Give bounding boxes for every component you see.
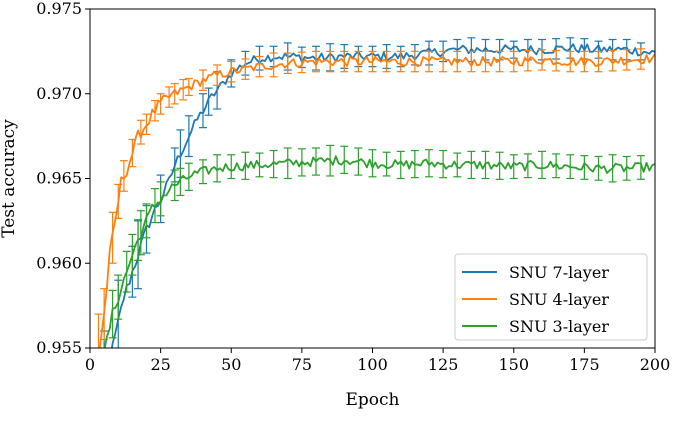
series-line	[110, 43, 655, 348]
y-tick-label: 0.955	[36, 338, 82, 357]
series-snu-3-layer	[103, 144, 655, 348]
y-axis-label: Test accuracy	[0, 119, 19, 238]
legend-label: SNU 4-layer	[509, 290, 609, 309]
x-axis-ticks: 0 25 50 75 100 125 150 175 200	[85, 348, 670, 374]
series-line	[103, 155, 655, 348]
legend-label: SNU 3-layer	[509, 317, 609, 336]
series-layer	[94, 37, 655, 348]
legend-box	[454, 253, 648, 341]
x-tick-label: 0	[85, 355, 95, 374]
y-tick-label: 0.970	[36, 84, 82, 103]
legend-label: SNU 7-layer	[509, 263, 609, 282]
x-tick-label: 125	[428, 355, 459, 374]
series-snu-4-layer	[94, 48, 655, 348]
y-tick-label: 0.975	[36, 0, 82, 18]
x-tick-label: 150	[498, 355, 529, 374]
x-tick-label: 100	[357, 355, 388, 374]
legend: SNU 7-layer SNU 4-layer SNU 3-layer	[454, 253, 648, 341]
x-tick-label: 50	[221, 355, 241, 374]
series-line	[98, 53, 655, 348]
y-tick-label: 0.965	[36, 169, 82, 188]
x-tick-label: 75	[292, 355, 312, 374]
y-axis-ticks: 0.955 0.960 0.965 0.970 0.975	[36, 0, 90, 357]
x-tick-label: 200	[640, 355, 671, 374]
x-tick-label: 25	[150, 355, 170, 374]
x-axis-label: Epoch	[346, 390, 400, 410]
x-tick-label: 175	[569, 355, 600, 374]
y-tick-label: 0.960	[36, 253, 82, 272]
